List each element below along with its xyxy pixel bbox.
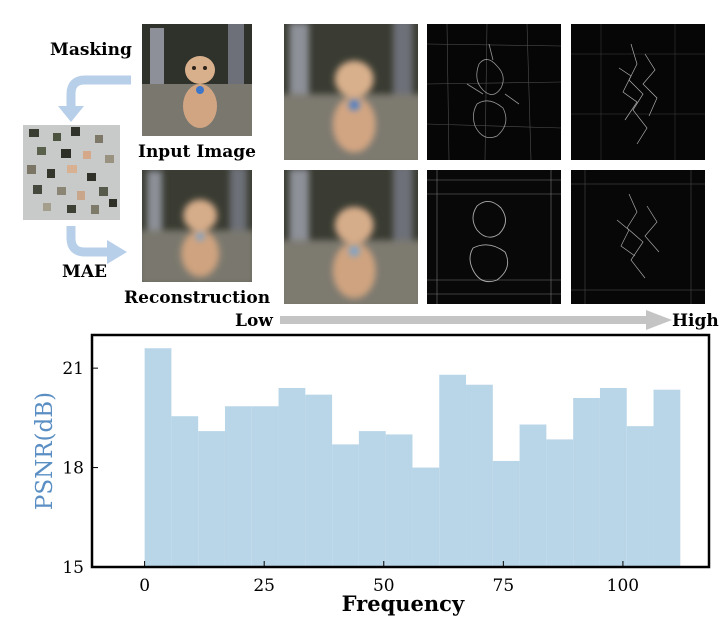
x-tick-label: 0: [139, 576, 150, 596]
histogram-bar: [599, 388, 627, 567]
histogram-bar: [412, 467, 440, 567]
masked-image: [23, 125, 120, 220]
low-label: Low: [235, 311, 273, 331]
mae-arrow-icon: [66, 226, 127, 264]
masking-label: Masking: [50, 40, 132, 60]
bar-series: [144, 348, 681, 567]
midfreq-input-image: [427, 24, 561, 160]
histogram-bar: [171, 416, 199, 567]
y-axis-label: PSNR(dB): [32, 392, 58, 510]
histogram-bar: [385, 434, 413, 567]
histogram-bar: [251, 406, 279, 567]
highfreq-reconstruction-image: [571, 170, 705, 304]
histogram-bar: [546, 439, 574, 567]
lowpass-reconstruction-image: [284, 170, 418, 304]
y-tick-label: 15: [62, 558, 84, 578]
plot-frame: [90, 333, 711, 569]
x-axis-label: Frequency: [342, 591, 465, 616]
histogram-bar: [332, 444, 359, 567]
histogram-bar: [653, 389, 681, 567]
psnr-frequency-chart: 0 25 50 75 100 15 18 21 PSNR(dB) Frequency: [32, 333, 711, 616]
lowpass-input-image: [284, 24, 418, 160]
histogram-bar: [573, 397, 600, 567]
y-tick-label: 18: [62, 459, 84, 479]
histogram-bar: [626, 426, 654, 567]
histogram-bar: [278, 388, 306, 567]
histogram-bar: [439, 374, 467, 567]
x-tick-label: 100: [607, 576, 639, 596]
histogram-bar: [519, 424, 547, 567]
highfreq-input-image: [571, 24, 705, 160]
masking-arrow-icon: [58, 75, 131, 122]
histogram-bar: [144, 348, 172, 567]
histogram-bar: [492, 460, 520, 567]
input-image-label: Input Image: [138, 142, 256, 162]
histogram-bar: [358, 431, 386, 567]
frequency-direction-arrow-icon: [280, 310, 672, 330]
reconstruction-image: [142, 170, 252, 282]
high-label: High: [672, 311, 719, 331]
reconstruction-label: Reconstruction: [124, 288, 271, 308]
midfreq-reconstruction-image: [427, 170, 561, 304]
y-tick-label: 21: [62, 359, 84, 379]
x-tick-label: 75: [493, 576, 515, 596]
input-image: [142, 24, 252, 136]
axis-ticks: 0 25 50 75 100 15 18 21: [62, 359, 639, 596]
mae-label: MAE: [62, 262, 107, 282]
histogram-bar: [224, 406, 252, 567]
x-tick-label: 25: [253, 576, 275, 596]
x-tick-label: 50: [373, 576, 395, 596]
histogram-bar: [198, 431, 225, 567]
histogram-bar: [305, 394, 333, 567]
histogram-bar: [466, 384, 493, 567]
